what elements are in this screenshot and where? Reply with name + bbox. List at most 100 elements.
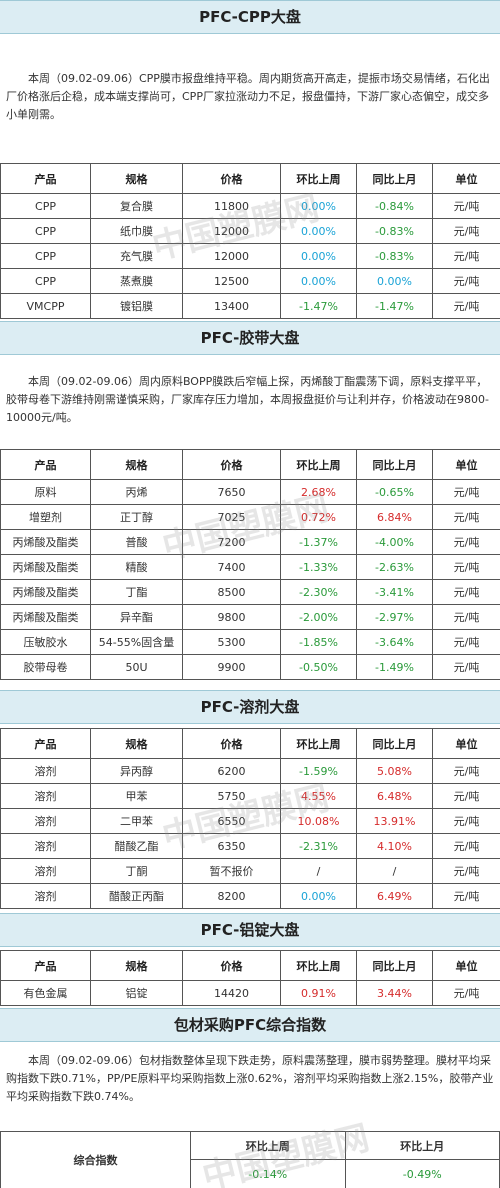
- cell-price: 暂不报价: [182, 858, 281, 884]
- table-row: 原料 丙烯 7650 2.68% -0.65% 元/吨: [0, 479, 500, 505]
- cell-spec: 甲苯: [90, 783, 183, 809]
- cell-price: 7400: [182, 554, 281, 580]
- table-row: 压敏胶水 54-55%固含量 5300 -1.85% -3.64% 元/吨: [0, 629, 500, 655]
- cell-product: 溶剂: [0, 758, 91, 784]
- table-row: 丙烯酸及酯类 普酸 7200 -1.37% -4.00% 元/吨: [0, 529, 500, 555]
- cell-month-change: -1.47%: [356, 293, 433, 319]
- cell-product: 丙烯酸及酯类: [0, 554, 91, 580]
- column-header: 产品: [0, 163, 91, 194]
- cell-unit: 元/吨: [432, 243, 500, 269]
- cell-product: 原料: [0, 479, 91, 505]
- index-summary-table: 综合指数 环比上周 环比上月 -0.14% -0.49%: [0, 1131, 500, 1188]
- cell-price: 6200: [182, 758, 281, 784]
- cell-week-change: -1.85%: [280, 629, 357, 655]
- cell-price: 14420: [182, 980, 281, 1006]
- table-row: 溶剂 丁酮 暂不报价 / / 元/吨: [0, 858, 500, 884]
- cell-week-change: 0.00%: [280, 243, 357, 269]
- cell-month-change: -1.49%: [356, 654, 433, 680]
- table-row: 溶剂 异丙醇 6200 -1.59% 5.08% 元/吨: [0, 758, 500, 784]
- table-row: 溶剂 甲苯 5750 4.55% 6.48% 元/吨: [0, 783, 500, 809]
- cell-month-change: -2.63%: [356, 554, 433, 580]
- column-header: 单位: [432, 449, 500, 480]
- cell-product: CPP: [0, 218, 91, 244]
- cell-spec: 异辛酯: [90, 604, 183, 630]
- cell-price: 7650: [182, 479, 281, 505]
- cell-price: 6350: [182, 833, 281, 859]
- column-header: 环比上周: [280, 449, 357, 480]
- cell-price: 7025: [182, 504, 281, 530]
- cell-price: 9900: [182, 654, 281, 680]
- cell-spec: 丁酯: [90, 579, 183, 605]
- column-header: 单位: [432, 728, 500, 759]
- section-title-index: 包材采购PFC综合指数: [0, 1008, 500, 1042]
- column-header: 同比上月: [356, 950, 433, 981]
- cell-spec: 二甲苯: [90, 808, 183, 834]
- table-row: 有色金属 铝锭 14420 0.91% 3.44% 元/吨: [0, 980, 500, 1006]
- index-mom-header: 环比上月: [344, 1131, 500, 1160]
- cell-unit: 元/吨: [432, 883, 500, 909]
- cell-unit: 元/吨: [432, 808, 500, 834]
- cell-product: 溶剂: [0, 858, 91, 884]
- cell-unit: 元/吨: [432, 629, 500, 655]
- cell-spec: 醋酸乙酯: [90, 833, 183, 859]
- cell-spec: 醋酸正丙酯: [90, 883, 183, 909]
- table-row: 胶带母卷 50U 9900 -0.50% -1.49% 元/吨: [0, 654, 500, 680]
- cell-price: 11800: [182, 193, 281, 219]
- column-header: 同比上月: [356, 728, 433, 759]
- cell-month-change: 6.48%: [356, 783, 433, 809]
- index-mom-value: -0.49%: [344, 1159, 500, 1188]
- cell-price: 8200: [182, 883, 281, 909]
- cell-unit: 元/吨: [432, 504, 500, 530]
- cell-spec: 纸巾膜: [90, 218, 183, 244]
- cell-week-change: -1.33%: [280, 554, 357, 580]
- column-header: 环比上周: [280, 163, 357, 194]
- cell-spec: 蒸煮膜: [90, 268, 183, 294]
- cell-price: 8500: [182, 579, 281, 605]
- cell-month-change: /: [356, 858, 433, 884]
- cell-unit: 元/吨: [432, 554, 500, 580]
- table-cpp: 产品 规格 价格 环比上周 同比上月 单位 CPP 复合膜 11800 0.00% -0.84% 元/…: [0, 163, 500, 319]
- column-header: 价格: [182, 163, 281, 194]
- cell-price: 5300: [182, 629, 281, 655]
- cell-spec: 丙烯: [90, 479, 183, 505]
- column-header: 环比上周: [280, 728, 357, 759]
- table-row: 溶剂 二甲苯 6550 10.08% 13.91% 元/吨: [0, 808, 500, 834]
- cell-unit: 元/吨: [432, 833, 500, 859]
- cell-product: 胶带母卷: [0, 654, 91, 680]
- cell-week-change: -2.00%: [280, 604, 357, 630]
- cell-week-change: 2.68%: [280, 479, 357, 505]
- intro-tape: 本周（09.02-09.06）周内原料BOPP膜跌后窄幅上探，丙烯酸丁酯震荡下调…: [6, 375, 489, 424]
- cell-week-change: 0.91%: [280, 980, 357, 1006]
- cell-price: 9800: [182, 604, 281, 630]
- cell-product: 溶剂: [0, 883, 91, 909]
- cell-product: CPP: [0, 243, 91, 269]
- table-row: VMCPP 镀铝膜 13400 -1.47% -1.47% 元/吨: [0, 293, 500, 319]
- cell-week-change: 0.00%: [280, 883, 357, 909]
- cell-product: 有色金属: [0, 980, 91, 1006]
- cell-month-change: 0.00%: [356, 268, 433, 294]
- cell-product: 丙烯酸及酯类: [0, 529, 91, 555]
- column-header: 价格: [182, 728, 281, 759]
- cell-product: 溶剂: [0, 833, 91, 859]
- cell-spec: 复合膜: [90, 193, 183, 219]
- cell-week-change: -2.30%: [280, 579, 357, 605]
- column-header: 价格: [182, 950, 281, 981]
- column-header: 同比上月: [356, 163, 433, 194]
- table-row: CPP 蒸煮膜 12500 0.00% 0.00% 元/吨: [0, 268, 500, 294]
- section-title-solvent: PFC-溶剂大盘: [0, 690, 500, 724]
- cell-unit: 元/吨: [432, 758, 500, 784]
- cell-spec: 充气膜: [90, 243, 183, 269]
- cell-week-change: 0.00%: [280, 218, 357, 244]
- cell-price: 12000: [182, 218, 281, 244]
- cell-price: 12000: [182, 243, 281, 269]
- cell-month-change: -0.84%: [356, 193, 433, 219]
- intro-index: 本周（09.02-09.06）包材指数整体呈现下跌走势，原料震荡整理，膜市弱势整…: [6, 1054, 494, 1103]
- table-aluminum: 产品 规格 价格 环比上周 同比上月 单位 有色金属 铝锭 14420 0.91% 3.44% 元/吨: [0, 950, 500, 1006]
- cell-week-change: 0.00%: [280, 268, 357, 294]
- column-header: 同比上月: [356, 449, 433, 480]
- cell-week-change: -1.59%: [280, 758, 357, 784]
- cell-unit: 元/吨: [432, 783, 500, 809]
- cell-week-change: 10.08%: [280, 808, 357, 834]
- cell-spec: 铝锭: [90, 980, 183, 1006]
- cell-price: 7200: [182, 529, 281, 555]
